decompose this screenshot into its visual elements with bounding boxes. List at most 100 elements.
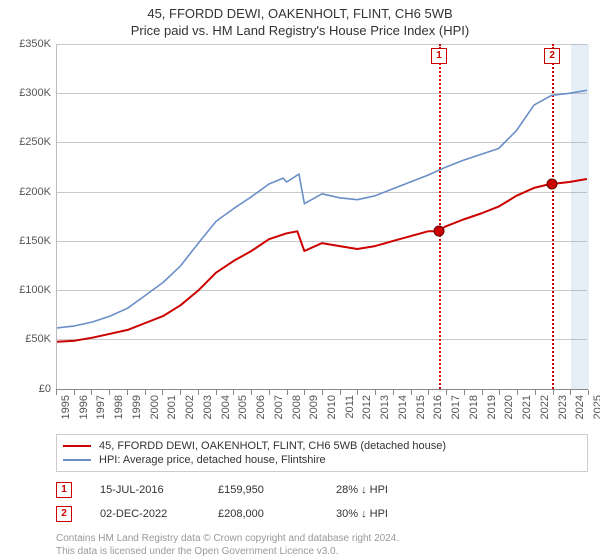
x-tick: [91, 390, 92, 395]
x-tick-label: 2019: [486, 395, 498, 419]
y-tick-label: £150K: [1, 235, 51, 247]
footer-attribution: Contains HM Land Registry data © Crown c…: [56, 532, 588, 558]
x-tick-label: 2014: [397, 395, 409, 419]
legend-swatch: [63, 459, 91, 461]
x-tick: [517, 390, 518, 395]
x-tick: [287, 390, 288, 395]
y-tick-label: £200K: [1, 186, 51, 198]
x-tick: [357, 390, 358, 395]
x-tick: [446, 390, 447, 395]
x-tick: [233, 390, 234, 395]
x-tick: [499, 390, 500, 395]
legend-item: HPI: Average price, detached house, Flin…: [63, 453, 581, 467]
x-tick: [269, 390, 270, 395]
y-tick-label: £0: [1, 383, 51, 395]
x-tick: [180, 390, 181, 395]
chart-title: 45, FFORDD DEWI, OAKENHOLT, FLINT, CH6 5…: [0, 0, 600, 23]
x-tick-label: 2020: [503, 395, 515, 419]
figure: { "title": "45, FFORDD DEWI, OAKENHOLT, …: [0, 0, 600, 560]
x-tick-label: 2013: [379, 395, 391, 419]
x-tick: [340, 390, 341, 395]
x-tick-label: 2011: [344, 395, 356, 419]
x-tick: [375, 390, 376, 395]
x-tick-label: 2017: [450, 395, 462, 419]
sale-price: £208,000: [218, 508, 308, 520]
legend: 45, FFORDD DEWI, OAKENHOLT, FLINT, CH6 5…: [56, 434, 588, 472]
x-tick-label: 2025: [592, 395, 600, 419]
y-tick-label: £250K: [1, 136, 51, 148]
x-tick-label: 2003: [202, 395, 214, 419]
sale-number-box: 1: [56, 482, 72, 498]
x-tick: [198, 390, 199, 395]
x-tick-label: 2023: [557, 395, 569, 419]
y-tick-label: £300K: [1, 87, 51, 99]
y-tick-label: £350K: [1, 38, 51, 50]
sale-number-box: 2: [56, 506, 72, 522]
sale-marker: [547, 178, 558, 189]
x-tick-label: 2000: [149, 395, 161, 419]
x-tick-label: 1998: [113, 395, 125, 419]
series-line-hpi: [57, 90, 587, 328]
sale-delta: 28% ↓ HPI: [336, 484, 426, 496]
x-tick-label: 2004: [220, 395, 232, 419]
footer-line: Contains HM Land Registry data © Crown c…: [56, 532, 588, 545]
x-tick: [482, 390, 483, 395]
x-tick-label: 2022: [539, 395, 551, 419]
x-tick-label: 2005: [237, 395, 249, 419]
x-tick-label: 2008: [291, 395, 303, 419]
x-tick: [535, 390, 536, 395]
x-tick-label: 2024: [574, 395, 586, 419]
x-tick-label: 2002: [184, 395, 196, 419]
y-tick-label: £100K: [1, 284, 51, 296]
legend-label: 45, FFORDD DEWI, OAKENHOLT, FLINT, CH6 5…: [99, 440, 446, 452]
legend-swatch: [63, 445, 91, 447]
x-tick: [251, 390, 252, 395]
y-tick-label: £50K: [1, 333, 51, 345]
x-tick: [74, 390, 75, 395]
sale-row: 1 15-JUL-2016 £159,950 28% ↓ HPI: [56, 478, 588, 502]
x-tick: [464, 390, 465, 395]
sale-row: 2 02-DEC-2022 £208,000 30% ↓ HPI: [56, 502, 588, 526]
x-tick: [393, 390, 394, 395]
x-tick: [322, 390, 323, 395]
series-svg: [57, 44, 587, 389]
x-tick: [109, 390, 110, 395]
x-tick-label: 2006: [255, 395, 267, 419]
x-tick: [570, 390, 571, 395]
x-tick: [216, 390, 217, 395]
x-tick: [145, 390, 146, 395]
x-tick-label: 2010: [326, 395, 338, 419]
x-tick-label: 1999: [131, 395, 143, 419]
legend-item: 45, FFORDD DEWI, OAKENHOLT, FLINT, CH6 5…: [63, 439, 581, 453]
sale-delta: 30% ↓ HPI: [336, 508, 426, 520]
x-tick-label: 2007: [273, 395, 285, 419]
x-tick: [588, 390, 589, 395]
footer-line: This data is licensed under the Open Gov…: [56, 545, 588, 558]
x-tick-label: 2021: [521, 395, 533, 419]
x-tick-label: 2009: [308, 395, 320, 419]
x-tick-label: 2012: [361, 395, 373, 419]
x-tick: [428, 390, 429, 395]
plot-area: £0£50K£100K£150K£200K£250K£300K£350K12: [56, 44, 588, 389]
sale-marker: [433, 226, 444, 237]
legend-label: HPI: Average price, detached house, Flin…: [99, 454, 326, 466]
x-tick-label: 2001: [166, 395, 178, 419]
x-tick-label: 1997: [95, 395, 107, 419]
x-tick: [162, 390, 163, 395]
chart-subtitle: Price paid vs. HM Land Registry's House …: [0, 23, 600, 44]
series-line-property: [57, 179, 587, 342]
sale-price: £159,950: [218, 484, 308, 496]
x-tick: [56, 390, 57, 395]
x-tick-label: 1995: [60, 395, 72, 419]
x-tick-label: 1996: [78, 395, 90, 419]
x-tick-label: 2018: [468, 395, 480, 419]
sale-date: 02-DEC-2022: [100, 508, 190, 520]
x-tick-label: 2016: [432, 395, 444, 419]
x-tick: [304, 390, 305, 395]
x-tick: [127, 390, 128, 395]
x-tick: [411, 390, 412, 395]
sale-records: 1 15-JUL-2016 £159,950 28% ↓ HPI 2 02-DEC-202…: [56, 478, 588, 526]
x-tick: [553, 390, 554, 395]
sale-date: 15-JUL-2016: [100, 484, 190, 496]
x-axis: 1995 1996 1997 1998 1999 2000 2001 2002 2003 2004…: [56, 389, 588, 428]
